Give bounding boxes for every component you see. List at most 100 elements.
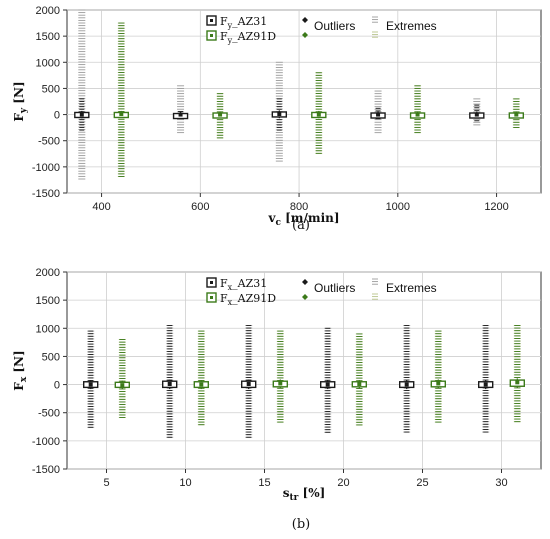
y-tick-label: 1500 bbox=[36, 295, 60, 307]
x-axis-label: str [%] bbox=[283, 486, 326, 503]
median-marker bbox=[376, 112, 381, 117]
outliers-symbol bbox=[302, 32, 308, 38]
box-Fy_AZ31-360 bbox=[74, 9, 90, 180]
x-tick-label: 30 bbox=[495, 477, 507, 489]
box-Fx_AZ31-9 bbox=[161, 325, 178, 438]
series-Fy_AZ91D bbox=[113, 22, 525, 177]
median-marker bbox=[79, 112, 84, 117]
chart-panel-2: -1500 -1000 -500 0 500 1000 1500 2000 5 10 15 20 25 3… bbox=[12, 267, 542, 532]
box-Fx_AZ31-14 bbox=[240, 325, 257, 438]
box-Fy_AZ91D-1240 bbox=[508, 98, 525, 128]
median-marker bbox=[278, 381, 283, 386]
box-Fx_AZ91D-21 bbox=[351, 333, 367, 426]
legend-median-symbol bbox=[210, 281, 213, 284]
series-Fy_AZ31 bbox=[74, 9, 485, 180]
outliers-symbol bbox=[302, 294, 308, 300]
legend-label: Extremes bbox=[386, 19, 437, 33]
extremes-symbol bbox=[372, 31, 378, 38]
y-tick-label: 1000 bbox=[36, 57, 60, 69]
median-marker bbox=[277, 112, 282, 117]
y-tick-label: -500 bbox=[38, 136, 60, 148]
legend-median-symbol bbox=[210, 19, 213, 22]
y-tick-label: 0 bbox=[54, 380, 60, 392]
median-marker bbox=[316, 112, 321, 117]
x-tick-label: 10 bbox=[179, 477, 191, 489]
panel-label: (a) bbox=[292, 218, 310, 233]
box-Fx_AZ31-24 bbox=[399, 325, 415, 433]
y-tick-label: -1500 bbox=[32, 464, 60, 476]
x-tick-label: 20 bbox=[337, 477, 349, 489]
box-Fx_AZ31-19 bbox=[320, 327, 336, 433]
x-tick-label: 600 bbox=[191, 201, 209, 213]
series-Fx_AZ91D bbox=[114, 325, 525, 426]
median-marker bbox=[218, 112, 223, 117]
median-marker bbox=[199, 382, 204, 387]
extremes-symbol bbox=[372, 16, 378, 23]
y-tick-label: 2000 bbox=[36, 5, 60, 17]
median-marker bbox=[515, 380, 520, 385]
legend-median-symbol bbox=[210, 296, 213, 299]
legend-item-Fx_AZ91D: Fx_AZ91D bbox=[206, 292, 276, 307]
y-tick-label: 1000 bbox=[36, 323, 60, 335]
chart-panel-1: -1500 -1000 -500 0 500 1000 1500 2000 400 600 800 1… bbox=[12, 5, 542, 233]
median-marker bbox=[357, 382, 362, 387]
box-Fx_AZ91D-26 bbox=[430, 330, 446, 423]
outlier-marks bbox=[119, 339, 126, 418]
y-tick-label: 0 bbox=[54, 110, 60, 122]
x-tick-label: 15 bbox=[258, 477, 270, 489]
box-Fx_AZ91D-6 bbox=[114, 339, 131, 418]
legend-label: Fx_AZ91D bbox=[220, 292, 276, 307]
y-tick-label: -500 bbox=[38, 408, 60, 420]
box-Fy_AZ91D-840 bbox=[311, 72, 327, 154]
extremes-symbol bbox=[372, 278, 378, 285]
box-Fy_AZ91D-640 bbox=[212, 93, 228, 139]
outlier-marks bbox=[217, 93, 224, 139]
outlier-marks bbox=[483, 325, 489, 433]
median-marker bbox=[88, 382, 93, 387]
x-tick-label: 400 bbox=[92, 201, 110, 213]
median-marker bbox=[120, 383, 125, 388]
legend-median-symbol bbox=[210, 34, 213, 37]
x-tick-label: 1000 bbox=[386, 201, 410, 213]
legend-item-outliers: Outliers bbox=[302, 17, 355, 38]
y-tick-label: 2000 bbox=[36, 267, 60, 279]
box-Fy_AZ31-960 bbox=[370, 90, 386, 134]
extremes-symbol bbox=[372, 293, 378, 300]
median-marker bbox=[325, 382, 330, 387]
median-marker bbox=[119, 112, 124, 117]
series-Fx_AZ31 bbox=[82, 325, 494, 438]
box-Fy_AZ31-760 bbox=[271, 61, 288, 162]
legend-label: Extremes bbox=[386, 281, 437, 295]
box-Fx_AZ31-29 bbox=[478, 325, 494, 433]
legend-label: Fy_AZ91D bbox=[220, 30, 276, 45]
box-Fy_AZ91D-440 bbox=[113, 22, 130, 177]
x-axis-label: vc [m/min] bbox=[267, 211, 339, 228]
plot-area bbox=[66, 271, 542, 470]
legend-label: Outliers bbox=[314, 19, 355, 33]
extremes-marks bbox=[78, 9, 86, 180]
box-Fy_AZ31-1160 bbox=[469, 98, 485, 126]
y-axis-label: Fx [N] bbox=[12, 350, 29, 390]
legend-label: Outliers bbox=[314, 281, 355, 295]
median-marker bbox=[474, 112, 479, 117]
median-marker bbox=[178, 112, 183, 117]
box-Fy_AZ31-560 bbox=[172, 85, 189, 134]
box-Fx_AZ91D-11 bbox=[193, 330, 210, 426]
y-tick-label: -1500 bbox=[32, 188, 60, 200]
extremes-marks bbox=[473, 98, 481, 126]
panel-label: (b) bbox=[292, 517, 310, 532]
y-tick-label: 500 bbox=[42, 83, 60, 95]
y-tick-label: -1000 bbox=[32, 162, 60, 174]
box-Fy_AZ91D-1040 bbox=[409, 85, 426, 134]
legend-label: Fy_AZ31 bbox=[220, 15, 267, 30]
outlier-marks bbox=[118, 22, 125, 177]
plot-area bbox=[66, 9, 542, 194]
y-tick-label: -1000 bbox=[32, 436, 60, 448]
outlier-marks bbox=[356, 333, 363, 426]
box-Fx_AZ31-4 bbox=[82, 330, 99, 428]
legend-item-extremes: Extremes bbox=[372, 278, 437, 300]
x-tick-label: 1200 bbox=[484, 201, 508, 213]
legend-label: Fx_AZ31 bbox=[220, 277, 267, 292]
